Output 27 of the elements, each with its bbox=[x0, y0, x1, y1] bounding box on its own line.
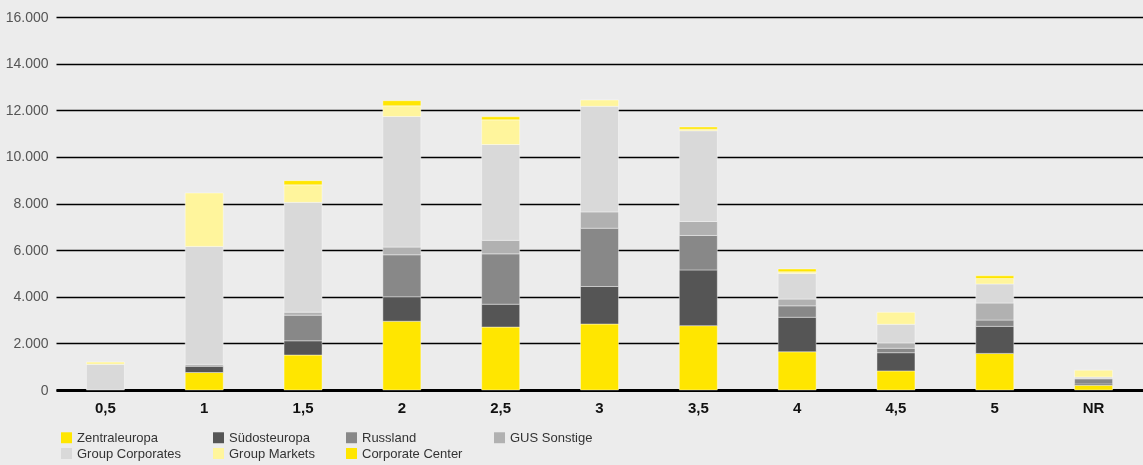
x-tick-label: 1 bbox=[200, 398, 209, 416]
y-tick-label: 6.000 bbox=[13, 241, 49, 258]
y-tick-label: 14.000 bbox=[5, 55, 49, 72]
y-tick-label: 10.000 bbox=[5, 148, 49, 165]
y-tick-label: 0 bbox=[40, 381, 49, 398]
x-tick-label: 2 bbox=[397, 398, 407, 416]
x-tick-label: 1,5 bbox=[292, 398, 314, 416]
legend-label: Zentraleuropa bbox=[77, 429, 159, 445]
y-tick-label: 16.000 bbox=[5, 8, 49, 25]
y-tick-label: 4.000 bbox=[13, 288, 49, 305]
legend-label: Corporate Center bbox=[362, 445, 464, 461]
legend-label: Group Corporates bbox=[77, 445, 182, 461]
x-tick-label: 2,5 bbox=[490, 398, 512, 416]
legend-label: GUS Sonstige bbox=[510, 429, 593, 445]
legend-label: Südosteuropa bbox=[229, 429, 311, 445]
x-tick-label: 0,5 bbox=[94, 398, 116, 416]
y-tick-label: 8.000 bbox=[13, 195, 49, 211]
legend-label: Russland bbox=[362, 429, 417, 445]
x-tick-label: 4,5 bbox=[885, 398, 907, 416]
legend-label: Group Markets bbox=[229, 445, 316, 461]
x-tick-label: 3 bbox=[595, 398, 604, 416]
y-tick-label: 2.000 bbox=[13, 334, 49, 351]
x-tick-label: 3,5 bbox=[687, 398, 709, 416]
x-tick-label: 4 bbox=[792, 398, 802, 416]
x-tick-label: NR bbox=[1082, 398, 1105, 416]
x-tick-label: 5 bbox=[990, 398, 999, 416]
y-tick-label: 12.000 bbox=[5, 101, 49, 118]
